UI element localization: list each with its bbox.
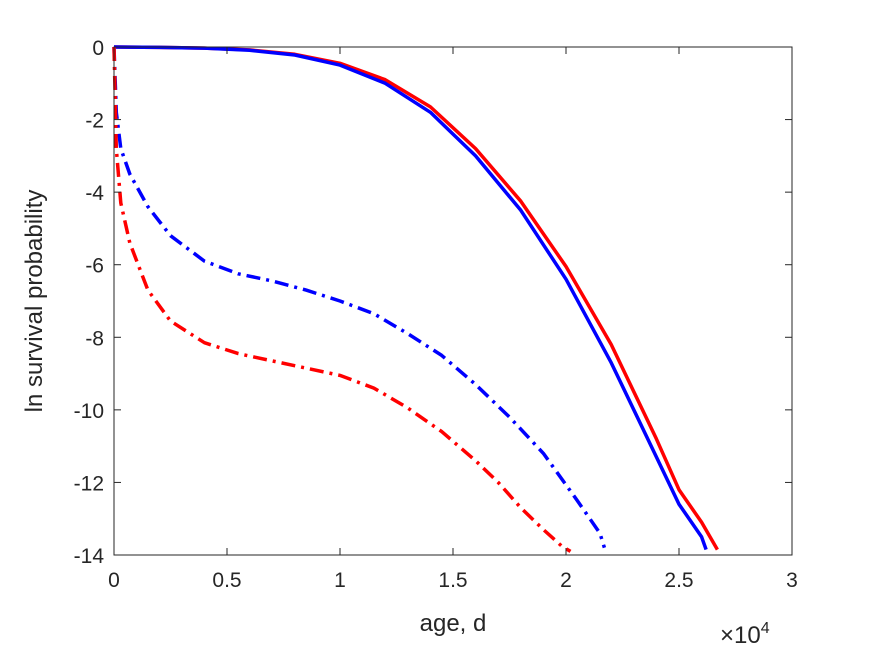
y-tick-label: -14 <box>74 545 105 568</box>
x-tick-label: 3 <box>786 569 798 592</box>
y-tick-label: -4 <box>85 182 104 205</box>
x-axis-exponent: ×104 <box>720 620 770 649</box>
tick-layer: 0 0.5 1 1.5 2 2.5 3 0 -2 -4 -6 -8 -10 -12 -14 <box>74 37 798 592</box>
x-axis-exponent-base: ×10 <box>720 622 761 649</box>
y-tick-label: -10 <box>74 400 104 423</box>
x-tick-label: 0.5 <box>212 569 241 592</box>
x-tick-label: 1 <box>334 569 346 592</box>
x-tick-label: 2 <box>560 569 572 592</box>
x-axis-label: age, d <box>420 610 487 637</box>
y-tick-label: -6 <box>85 255 104 278</box>
series-line-4 <box>112 46 572 553</box>
y-tick-label: -8 <box>85 327 104 350</box>
y-axis-label: ln survival probability <box>21 190 48 413</box>
series-line-3 <box>112 46 607 549</box>
x-axis-exponent-power: 4 <box>761 620 770 637</box>
y-tick-label: -2 <box>85 110 104 133</box>
x-tick-label: 0 <box>108 569 120 592</box>
y-tick-label: 0 <box>92 37 104 60</box>
x-tick-label: 2.5 <box>664 569 693 592</box>
x-tick-label: 1.5 <box>438 569 467 592</box>
y-tick-label: -12 <box>74 472 104 495</box>
